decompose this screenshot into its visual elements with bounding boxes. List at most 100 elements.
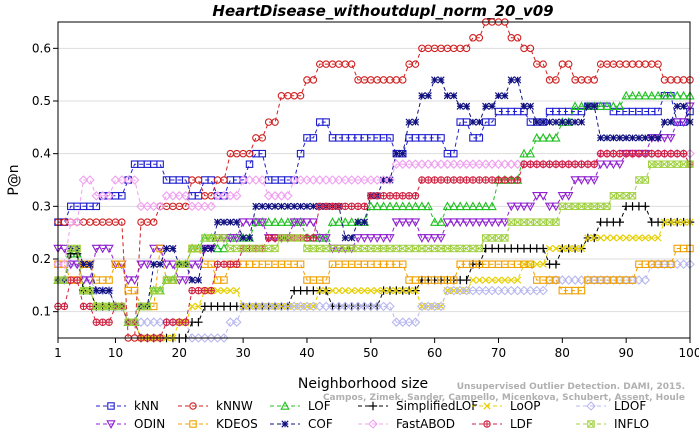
data-point [410, 317, 421, 327]
data-point [366, 201, 376, 211]
data-point [533, 160, 541, 168]
data-point [91, 191, 102, 201]
data-point [475, 176, 484, 184]
data-point [238, 301, 248, 312]
data-point [341, 286, 349, 295]
data-point [385, 201, 395, 211]
data-point [570, 275, 580, 285]
data-point [410, 201, 421, 211]
data-point [424, 176, 433, 184]
data-point [194, 318, 203, 327]
y-axis-label: P@n [6, 164, 22, 195]
data-point [411, 286, 420, 295]
data-point [212, 243, 223, 253]
data-point [244, 175, 255, 185]
data-point [635, 176, 643, 184]
data-point [148, 317, 159, 327]
data-point [602, 160, 612, 170]
data-point [469, 176, 477, 184]
data-point [571, 244, 579, 253]
data-point [520, 260, 528, 268]
data-point [263, 191, 274, 201]
data-point [397, 317, 408, 327]
data-point [226, 218, 234, 226]
data-point [493, 285, 504, 296]
data-point [437, 176, 445, 184]
data-point [379, 192, 388, 200]
data-point [525, 148, 536, 158]
data-point [627, 90, 638, 100]
data-point [271, 118, 279, 126]
data-point [257, 301, 268, 312]
data-point [206, 201, 216, 212]
data-point [193, 333, 204, 343]
data-point [296, 260, 305, 269]
data-point [296, 149, 305, 158]
data-point [367, 192, 375, 200]
data-point [576, 176, 587, 185]
data-point [194, 176, 203, 184]
data-point [397, 159, 408, 169]
data-point [526, 160, 535, 168]
data-point [469, 118, 477, 126]
x-tick-label: 10 [108, 346, 123, 360]
data-point [86, 286, 94, 295]
data-point [322, 118, 330, 126]
data-point [417, 201, 427, 211]
data-point [328, 286, 337, 295]
data-point [289, 301, 299, 312]
data-point [85, 175, 95, 185]
data-point [238, 218, 248, 228]
data-point [628, 234, 637, 242]
data-point [678, 118, 689, 128]
data-point [315, 234, 325, 243]
data-point [653, 90, 663, 100]
data-point [92, 202, 101, 211]
series-line [58, 79, 691, 323]
data-point [212, 333, 223, 343]
data-point [309, 134, 318, 142]
data-point [603, 149, 611, 158]
data-point [436, 159, 446, 169]
watermark-line-1: Unsupervised Outlier Detection. DAMI, 20… [457, 382, 685, 392]
data-point [679, 218, 688, 226]
data-point [348, 286, 356, 295]
data-point [443, 176, 452, 184]
data-point [72, 260, 82, 270]
data-point [302, 218, 312, 228]
data-point [635, 234, 643, 242]
data-point [251, 301, 261, 312]
data-point [99, 286, 107, 295]
data-point [73, 244, 81, 253]
data-point [659, 134, 670, 143]
data-point [474, 159, 485, 169]
x-tick-label: 40 [299, 346, 314, 360]
data-point [207, 244, 215, 253]
data-point [378, 201, 389, 211]
data-point [483, 420, 491, 428]
data-point [200, 201, 210, 212]
data-point [118, 302, 126, 311]
data-point [258, 202, 266, 210]
data-point [469, 276, 477, 284]
data-point [475, 118, 483, 126]
data-point [193, 260, 204, 270]
data-point [340, 175, 351, 185]
data-point [220, 176, 228, 184]
data-point [189, 402, 197, 410]
data-point [597, 134, 605, 142]
data-point [206, 333, 216, 343]
y-tick-label: 0.3 [32, 199, 51, 213]
data-point [104, 244, 114, 254]
data-point [353, 175, 363, 185]
data-point [346, 217, 357, 226]
data-point [539, 118, 547, 126]
data-point [437, 134, 445, 142]
data-point [603, 234, 611, 242]
data-point [667, 118, 675, 126]
data-point [666, 90, 676, 100]
data-point [449, 285, 459, 296]
data-point [162, 318, 171, 326]
data-point [462, 176, 471, 184]
data-point [105, 286, 113, 295]
